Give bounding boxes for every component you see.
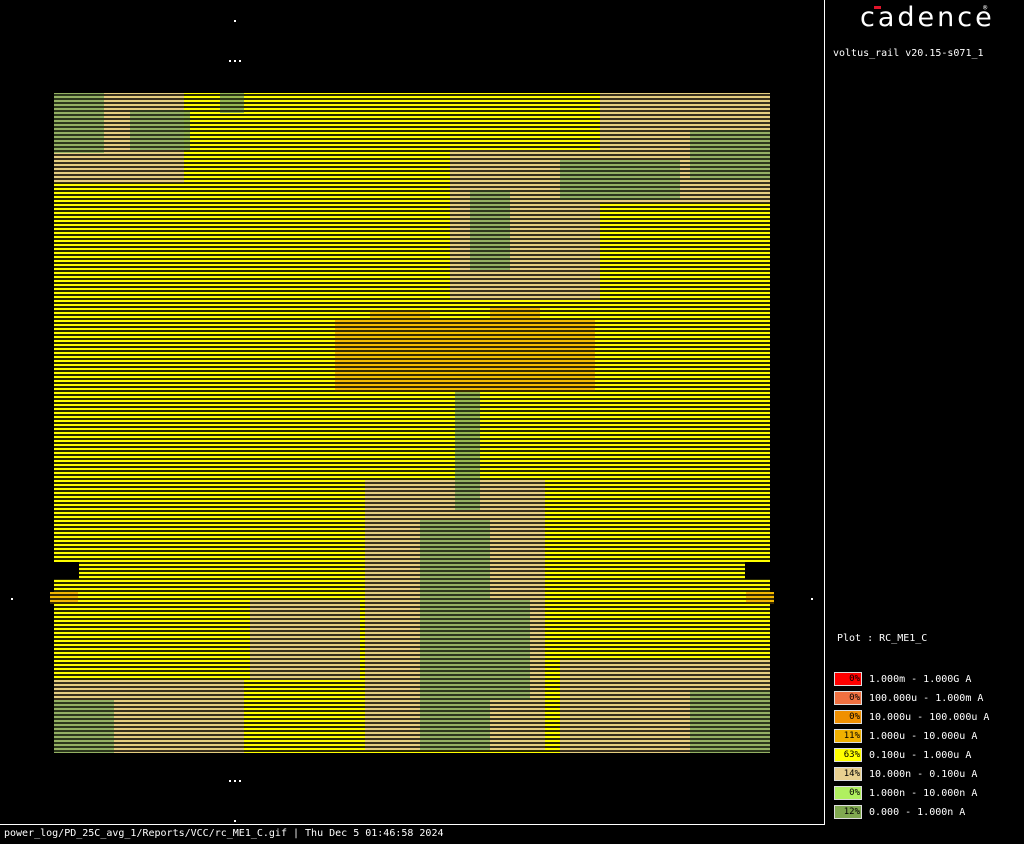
right-pin bbox=[746, 592, 774, 604]
legend-row: 0% 10.000u - 100.000u A bbox=[834, 710, 989, 724]
legend-range: 0.100u - 1.000u A bbox=[869, 749, 972, 761]
legend-swatch: 11% bbox=[834, 729, 862, 743]
legend-row: 14% 10.000n - 0.100u A bbox=[834, 767, 977, 781]
heatmap-canvas bbox=[11, 20, 813, 822]
legend-swatch: 0% bbox=[834, 691, 862, 705]
legend-row: 11% 1.000u - 10.000u A bbox=[834, 729, 977, 743]
legend-range: 10.000u - 100.000u A bbox=[869, 711, 990, 723]
side-panel: cadence ® voltus_rail v20.15-s071_1 Plot… bbox=[826, 0, 1024, 844]
markers bbox=[11, 20, 813, 822]
legend-row: 63% 0.100u - 1.000u A bbox=[834, 748, 971, 762]
registered-icon: ® bbox=[983, 4, 988, 12]
footer-divider bbox=[0, 824, 825, 825]
rail-analysis-plot bbox=[11, 20, 813, 822]
right-notch bbox=[745, 562, 770, 579]
legend-row: 0% 1.000n - 10.000n A bbox=[834, 786, 977, 800]
legend-range: 100.000u - 1.000m A bbox=[869, 692, 984, 704]
legend-swatch: 0% bbox=[834, 710, 862, 724]
footer-path: power_log/PD_25C_avg_1/Reports/VCC/rc_ME… bbox=[4, 828, 444, 839]
cadence-logo: cadence bbox=[860, 2, 995, 33]
legend-swatch: 0% bbox=[834, 672, 862, 686]
legend-swatch: 14% bbox=[834, 767, 862, 781]
orange-hotspot bbox=[335, 308, 595, 392]
panel-divider bbox=[824, 0, 825, 825]
legend-range: 1.000n - 10.000n A bbox=[869, 787, 978, 799]
green-regions bbox=[54, 93, 770, 753]
legend-range: 1.000u - 10.000u A bbox=[869, 730, 978, 742]
left-notch bbox=[54, 562, 79, 579]
legend-row: 0% 1.000m - 1.000G A bbox=[834, 672, 971, 686]
legend-swatch: 0% bbox=[834, 786, 862, 800]
left-pin bbox=[50, 592, 78, 604]
legend-range: 0.000 - 1.000n A bbox=[869, 806, 966, 818]
logo-accent-mark bbox=[874, 6, 881, 9]
legend-row: 0% 100.000u - 1.000m A bbox=[834, 691, 983, 705]
legend-swatch: 12% bbox=[834, 805, 862, 819]
legend-range: 1.000m - 1.000G A bbox=[869, 673, 972, 685]
plot-label: Plot : RC_ME1_C bbox=[837, 633, 928, 644]
tool-version: voltus_rail v20.15-s071_1 bbox=[833, 48, 984, 59]
legend-range: 10.000n - 0.100u A bbox=[869, 768, 978, 780]
legend-swatch: 63% bbox=[834, 748, 862, 762]
legend-row: 12% 0.000 - 1.000n A bbox=[834, 805, 965, 819]
